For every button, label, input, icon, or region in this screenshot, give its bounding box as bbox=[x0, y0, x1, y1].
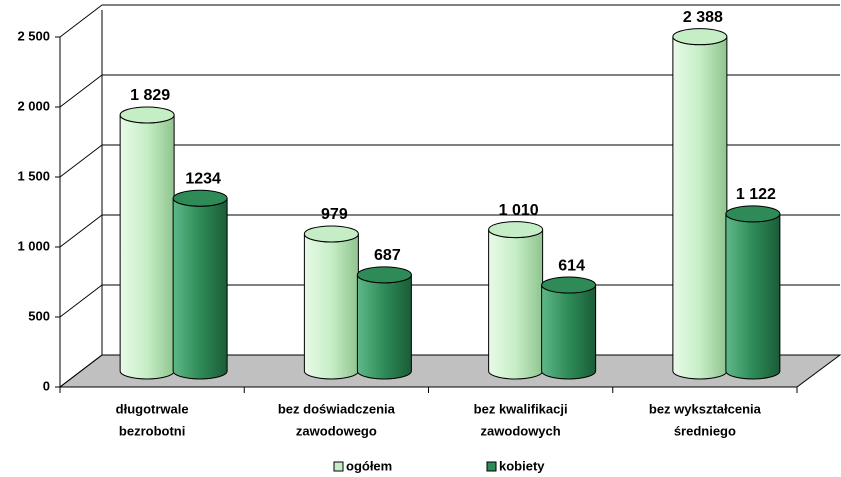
cylinder bbox=[172, 189, 228, 380]
y-tick-label: 1 500 bbox=[17, 168, 50, 183]
cylinder bbox=[119, 106, 175, 380]
cylinder bbox=[541, 276, 597, 380]
y-tick-label: 500 bbox=[28, 308, 50, 323]
grid-line bbox=[59, 144, 103, 178]
value-label: 687 bbox=[374, 247, 401, 264]
cylinder-body bbox=[356, 274, 412, 380]
value-label: 1234 bbox=[185, 170, 221, 187]
cylinder-body bbox=[303, 233, 359, 380]
cylinder-top bbox=[725, 205, 781, 223]
x-tick-label: zawodowego bbox=[296, 423, 377, 438]
y-tick-label: 0 bbox=[43, 378, 50, 393]
x-tick-label: zawodowych bbox=[481, 423, 561, 438]
cylinder-top bbox=[119, 106, 175, 124]
value-label: 1 122 bbox=[736, 186, 776, 203]
x-tick-label: bez doświadczenia bbox=[278, 401, 396, 416]
cylinder bbox=[672, 28, 728, 380]
cylinder-top bbox=[172, 189, 228, 207]
cylinder bbox=[356, 266, 412, 380]
cylinder-body bbox=[172, 198, 228, 380]
grid-line bbox=[59, 354, 103, 388]
cylinder-top bbox=[488, 221, 544, 239]
grid-line bbox=[59, 4, 103, 38]
x-tick-label: bezrobotni bbox=[119, 423, 185, 438]
cylinder bbox=[303, 225, 359, 380]
legend-swatch bbox=[486, 461, 497, 472]
grid-line bbox=[59, 214, 103, 248]
grid-line bbox=[59, 74, 103, 108]
x-tick-label: bez wykształcenia bbox=[649, 401, 762, 416]
cylinder-top bbox=[303, 225, 359, 243]
y-tick-label: 2 000 bbox=[17, 98, 50, 113]
value-label: 979 bbox=[321, 206, 348, 223]
cylinder-body bbox=[119, 114, 175, 380]
cylinder-body bbox=[541, 284, 597, 380]
value-label: 614 bbox=[558, 257, 585, 274]
value-label: 1 829 bbox=[130, 87, 170, 104]
y-tick-label: 1 000 bbox=[17, 238, 50, 253]
x-tick-label: średniego bbox=[674, 423, 736, 438]
cylinder-body bbox=[488, 229, 544, 380]
cylinder-body bbox=[672, 36, 728, 380]
cylinder-top bbox=[541, 276, 597, 294]
cylinder bbox=[725, 205, 781, 380]
cylinder-top bbox=[672, 28, 728, 46]
cylinder bbox=[488, 221, 544, 380]
x-tick-label: długotrwale bbox=[116, 401, 189, 416]
grid-line bbox=[59, 284, 103, 318]
legend-swatch bbox=[333, 461, 344, 472]
cylinder-top bbox=[356, 266, 412, 284]
y-tick-label: 2 500 bbox=[17, 28, 50, 43]
value-label: 1 010 bbox=[499, 202, 539, 219]
x-tick-label: bez kwalifikacji bbox=[474, 401, 568, 416]
legend-label: kobiety bbox=[499, 458, 545, 473]
cylinder-body bbox=[725, 213, 781, 380]
legend-label: ogółem bbox=[346, 458, 392, 473]
value-label: 2 388 bbox=[683, 9, 723, 26]
